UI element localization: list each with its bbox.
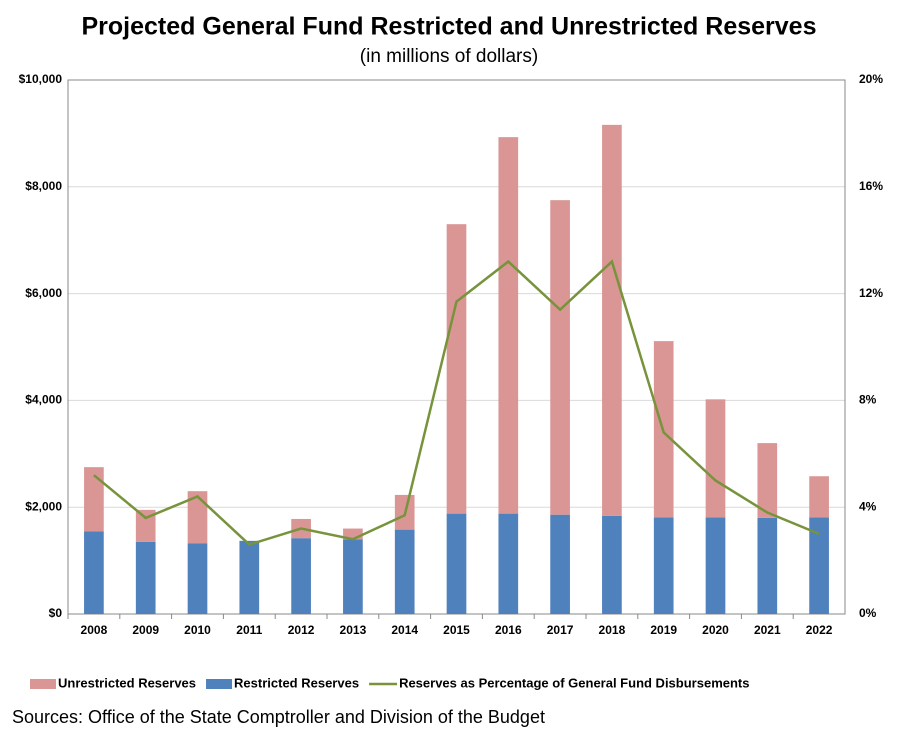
legend-swatch bbox=[30, 679, 56, 689]
chart-subtitle: (in millions of dollars) bbox=[360, 46, 538, 67]
bar bbox=[498, 137, 519, 514]
x-tick-label: 2020 bbox=[702, 623, 729, 637]
bar bbox=[343, 539, 363, 614]
source-note: Sources: Office of the State Comptroller… bbox=[12, 707, 545, 727]
x-tick-label: 2018 bbox=[599, 623, 626, 637]
y2-tick-label: 20% bbox=[859, 72, 883, 86]
bar bbox=[446, 513, 467, 614]
bar bbox=[757, 517, 778, 614]
legend-swatch bbox=[206, 679, 233, 689]
x-tick-label: 2010 bbox=[184, 623, 211, 637]
y-tick-label: $4,000 bbox=[25, 393, 62, 407]
x-tick-label: 2016 bbox=[495, 623, 522, 637]
legend-label: Reserves as Percentage of General Fund D… bbox=[399, 675, 749, 690]
legend-label: Restricted Reserves bbox=[234, 675, 359, 690]
x-tick-label: 2009 bbox=[132, 623, 159, 637]
x-tick-label: 2011 bbox=[236, 623, 262, 637]
bar bbox=[135, 509, 156, 542]
bar bbox=[809, 517, 829, 614]
x-tick-label: 2022 bbox=[806, 623, 833, 637]
bar bbox=[550, 514, 570, 614]
bar bbox=[809, 476, 829, 518]
bar bbox=[187, 543, 208, 614]
bar bbox=[757, 443, 778, 518]
bar bbox=[498, 513, 519, 614]
y-tick-label: $10,000 bbox=[19, 72, 63, 86]
y-tick-label: $2,000 bbox=[25, 499, 62, 513]
x-tick-label: 2012 bbox=[288, 623, 315, 637]
bar bbox=[394, 529, 415, 614]
bar bbox=[705, 399, 726, 518]
y2-tick-label: 0% bbox=[859, 606, 877, 620]
x-tick-label: 2015 bbox=[443, 623, 470, 637]
bar bbox=[602, 515, 622, 614]
bar bbox=[550, 200, 570, 515]
bar bbox=[343, 528, 363, 540]
y2-tick-label: 8% bbox=[859, 393, 877, 407]
x-tick-label: 2021 bbox=[754, 623, 781, 637]
bar bbox=[446, 224, 467, 514]
x-tick-label: 2013 bbox=[340, 623, 367, 637]
x-tick-label: 2019 bbox=[650, 623, 677, 637]
y2-tick-label: 16% bbox=[859, 179, 883, 193]
y-tick-label: $0 bbox=[49, 606, 63, 620]
bar bbox=[135, 541, 156, 614]
y-tick-label: $8,000 bbox=[25, 179, 62, 193]
x-tick-label: 2017 bbox=[547, 623, 574, 637]
bar bbox=[239, 540, 260, 614]
bar bbox=[653, 517, 674, 614]
bar bbox=[84, 531, 104, 614]
x-tick-label: 2008 bbox=[81, 623, 108, 637]
bar bbox=[291, 538, 311, 614]
y-tick-label: $6,000 bbox=[25, 286, 62, 300]
y2-tick-label: 12% bbox=[859, 286, 883, 300]
bar bbox=[84, 467, 104, 532]
bar bbox=[602, 124, 622, 516]
y2-tick-label: 4% bbox=[859, 499, 877, 513]
x-tick-label: 2014 bbox=[391, 623, 418, 637]
bar bbox=[187, 491, 208, 544]
bar bbox=[705, 517, 726, 614]
legend-label: Unrestricted Reserves bbox=[58, 675, 196, 690]
chart-title: Projected General Fund Restricted and Un… bbox=[82, 13, 817, 41]
line-series bbox=[93, 259, 820, 546]
